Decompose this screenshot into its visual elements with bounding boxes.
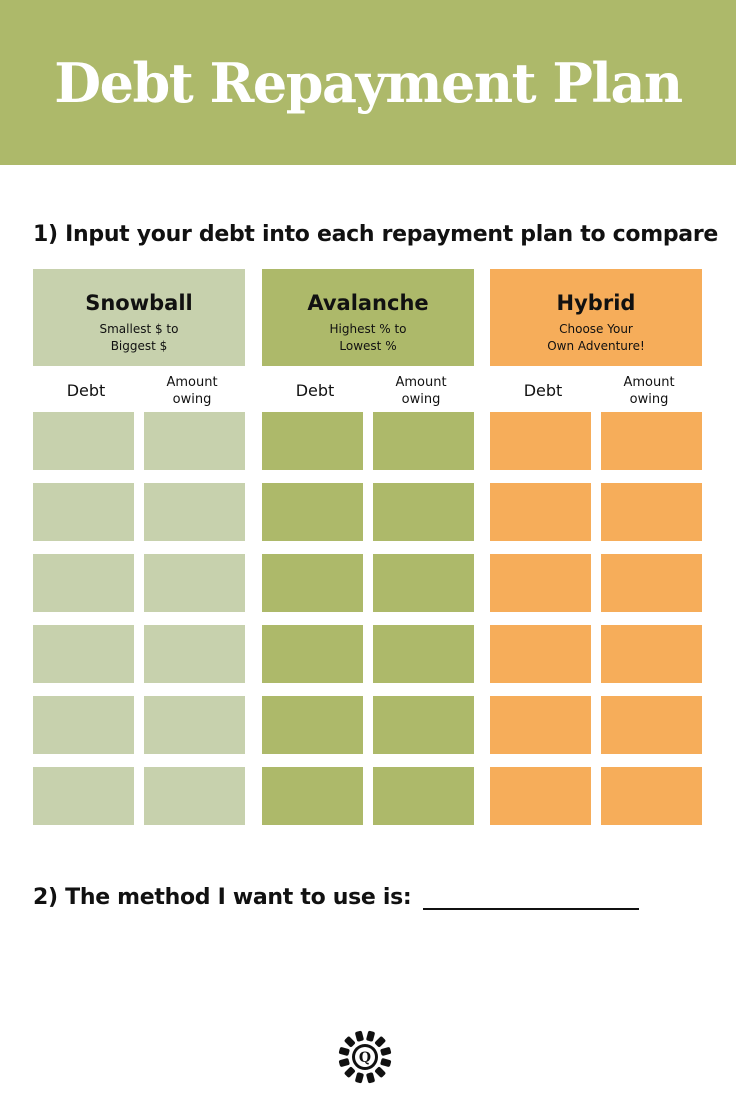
- debt-label: Debt: [523, 381, 563, 400]
- debt-input[interactable]: [33, 696, 134, 754]
- debt-input[interactable]: [490, 483, 591, 541]
- logo-segment: [338, 1058, 350, 1067]
- sunburst-logo-icon: Q: [338, 1030, 392, 1084]
- logo-segment: [366, 1030, 375, 1042]
- plan-name: Hybrid: [556, 291, 636, 315]
- logo-segment: [375, 1036, 386, 1047]
- amount-owing-label: Amount owing: [395, 375, 447, 407]
- plan-header: Snowball Smallest $ to Biggest $: [33, 269, 245, 366]
- plan-header: Avalanche Highest % to Lowest %: [262, 269, 474, 366]
- debt-label: Debt: [66, 381, 106, 400]
- debt-input[interactable]: [490, 625, 591, 683]
- debt-input[interactable]: [262, 554, 363, 612]
- logo-segment: [344, 1036, 355, 1047]
- entry-rows: [33, 412, 245, 825]
- amount-owing-input[interactable]: [601, 767, 702, 825]
- debt-input[interactable]: [33, 483, 134, 541]
- table-row: [33, 625, 245, 683]
- plan-header: Hybrid Choose Your Own Adventure!: [490, 269, 702, 366]
- plan-column-avalanche: Avalanche Highest % to Lowest % Debt Amou…: [262, 269, 474, 825]
- debt-input[interactable]: [490, 554, 591, 612]
- page-title: Debt Repayment Plan: [54, 50, 683, 115]
- method-answer-line[interactable]: [423, 882, 640, 910]
- amount-owing-input[interactable]: [144, 625, 245, 683]
- logo-segment: [380, 1047, 392, 1056]
- table-row: [33, 696, 245, 754]
- amount-owing-input[interactable]: [144, 483, 245, 541]
- logo-segment: [355, 1072, 364, 1084]
- step-2-label: 2) The method I want to use is:: [33, 885, 412, 910]
- column-subheaders: Debt Amount owing: [262, 366, 474, 412]
- amount-owing-input[interactable]: [601, 696, 702, 754]
- logo-segment: [380, 1058, 392, 1067]
- amount-owing-input[interactable]: [601, 412, 702, 470]
- plan-description: Smallest $ to Biggest $: [99, 322, 179, 353]
- amount-owing-label: Amount owing: [166, 375, 218, 407]
- debt-input[interactable]: [490, 767, 591, 825]
- table-row: [490, 767, 702, 825]
- amount-owing-input[interactable]: [373, 696, 474, 754]
- step-2-instruction: 2) The method I want to use is:: [33, 882, 640, 910]
- table-row: [490, 483, 702, 541]
- entry-rows: [262, 412, 474, 825]
- amount-owing-input[interactable]: [144, 412, 245, 470]
- column-subheaders: Debt Amount owing: [490, 366, 702, 412]
- table-row: [262, 767, 474, 825]
- amount-owing-input[interactable]: [373, 412, 474, 470]
- amount-owing-input[interactable]: [373, 625, 474, 683]
- table-row: [262, 625, 474, 683]
- table-row: [33, 412, 245, 470]
- plan-description: Highest % to Lowest %: [329, 322, 407, 353]
- debt-input[interactable]: [262, 483, 363, 541]
- table-row: [490, 625, 702, 683]
- amount-owing-input[interactable]: [144, 696, 245, 754]
- amount-owing-input[interactable]: [373, 554, 474, 612]
- title-banner: Debt Repayment Plan: [0, 0, 736, 165]
- svg-text:Q: Q: [359, 1050, 371, 1066]
- logo-segment: [344, 1067, 355, 1078]
- table-row: [33, 767, 245, 825]
- debt-input[interactable]: [33, 767, 134, 825]
- debt-label: Debt: [295, 381, 335, 400]
- logo-segment: [366, 1072, 375, 1084]
- table-row: [262, 483, 474, 541]
- plan-description: Choose Your Own Adventure!: [547, 322, 645, 353]
- debt-input[interactable]: [33, 412, 134, 470]
- debt-input[interactable]: [262, 696, 363, 754]
- step-1-instruction: 1) Input your debt into each repayment p…: [33, 222, 718, 247]
- debt-input[interactable]: [490, 696, 591, 754]
- entry-rows: [490, 412, 702, 825]
- amount-owing-input[interactable]: [601, 554, 702, 612]
- logo-segment: [375, 1067, 386, 1078]
- table-row: [33, 483, 245, 541]
- table-row: [262, 554, 474, 612]
- debt-input[interactable]: [262, 412, 363, 470]
- table-row: [490, 554, 702, 612]
- plan-column-snowball: Snowball Smallest $ to Biggest $ Debt Amo…: [33, 269, 245, 825]
- amount-owing-input[interactable]: [601, 625, 702, 683]
- debt-input[interactable]: [33, 554, 134, 612]
- amount-owing-input[interactable]: [144, 554, 245, 612]
- logo-segment: [338, 1047, 350, 1056]
- table-row: [490, 696, 702, 754]
- amount-owing-input[interactable]: [601, 483, 702, 541]
- table-row: [262, 412, 474, 470]
- amount-owing-input[interactable]: [144, 767, 245, 825]
- plan-name: Avalanche: [307, 291, 429, 315]
- debt-input[interactable]: [490, 412, 591, 470]
- table-row: [33, 554, 245, 612]
- plan-column-hybrid: Hybrid Choose Your Own Adventure! Debt Am…: [490, 269, 702, 825]
- table-row: [262, 696, 474, 754]
- table-row: [490, 412, 702, 470]
- column-subheaders: Debt Amount owing: [33, 366, 245, 412]
- plan-name: Snowball: [85, 291, 193, 315]
- logo-segment: [355, 1030, 364, 1042]
- debt-input[interactable]: [262, 625, 363, 683]
- debt-input[interactable]: [262, 767, 363, 825]
- amount-owing-input[interactable]: [373, 767, 474, 825]
- amount-owing-input[interactable]: [373, 483, 474, 541]
- amount-owing-label: Amount owing: [623, 375, 675, 407]
- debt-input[interactable]: [33, 625, 134, 683]
